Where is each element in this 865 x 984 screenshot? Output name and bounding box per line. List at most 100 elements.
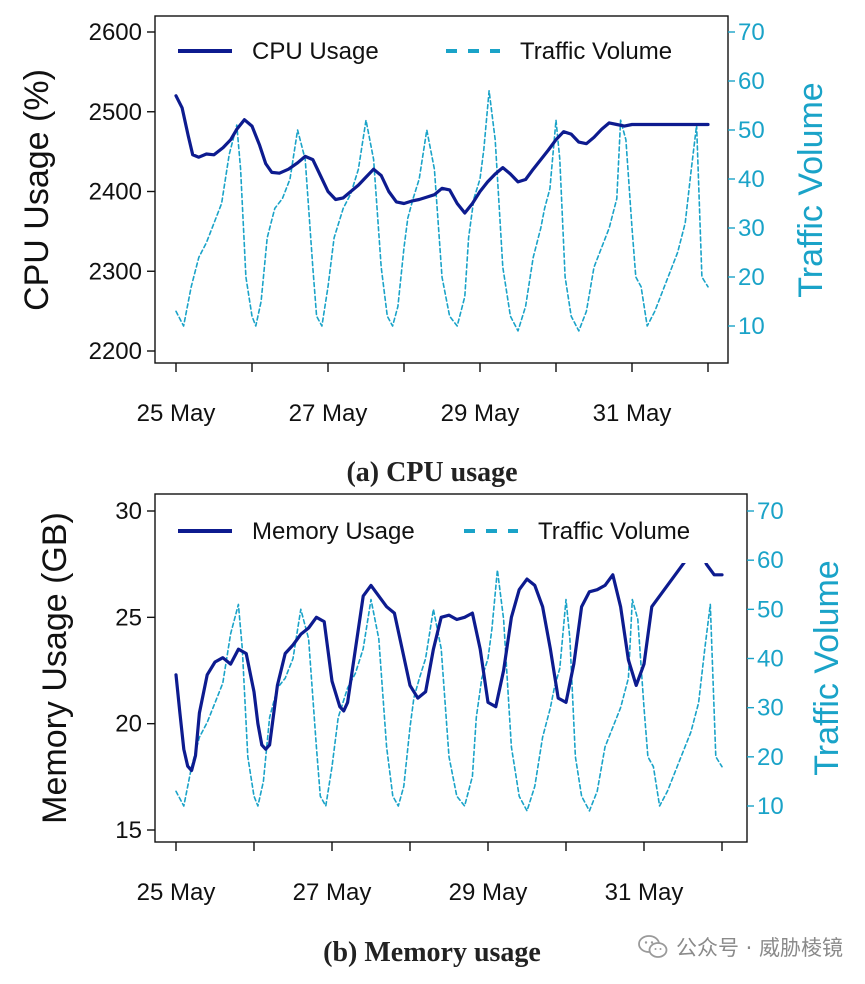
data-point-cpu-cpu-usage-70 [700, 124, 701, 125]
y-tick-label-cpu-2: 2400 [89, 179, 142, 206]
data-point-cpu-cpu-usage-28 [381, 175, 382, 176]
data-point-cpu-traffic-volume-52 [517, 330, 518, 331]
data-point-memory-traffic-volume-4 [207, 722, 208, 723]
data-point-memory-memory-usage-8 [214, 661, 215, 662]
data-point-memory-traffic-volume-35 [413, 697, 414, 698]
data-point-memory-traffic-volume-41 [456, 796, 457, 797]
data-point-memory-memory-usage-74 [706, 564, 707, 565]
data-point-cpu-cpu-usage-69 [692, 124, 693, 125]
data-point-memory-traffic-volume-69 [637, 619, 638, 620]
data-point-memory-traffic-volume-7 [230, 633, 231, 634]
data-point-memory-traffic-volume-10 [247, 756, 248, 757]
data-point-cpu-traffic-volume-14 [267, 237, 268, 238]
data-point-memory-traffic-volume-30 [386, 746, 387, 747]
data-point-memory-traffic-volume-47 [491, 628, 492, 629]
y-tick-label-memory-1: 20 [115, 711, 142, 738]
data-point-cpu-cpu-usage-37 [449, 189, 450, 190]
data-point-cpu-traffic-volume-24 [334, 237, 335, 238]
y-right-tick-label-memory-5: 60 [757, 547, 784, 574]
data-point-memory-traffic-volume-43 [472, 776, 473, 777]
data-point-memory-memory-usage-12 [246, 653, 247, 654]
data-point-cpu-traffic-volume-53 [525, 306, 526, 307]
data-point-memory-memory-usage-21 [300, 634, 301, 635]
data-point-memory-traffic-volume-58 [565, 599, 566, 600]
y-right-tick-label-cpu-1: 20 [738, 264, 765, 291]
data-point-memory-memory-usage-6 [199, 712, 200, 713]
legend-label-cpu-traffic: Traffic Volume [520, 38, 672, 65]
data-point-cpu-traffic-volume-3 [198, 257, 199, 258]
data-point-cpu-traffic-volume-7 [229, 154, 230, 155]
data-point-memory-traffic-volume-12 [257, 805, 258, 806]
data-point-memory-traffic-volume-63 [597, 791, 598, 792]
data-point-cpu-traffic-volume-70 [631, 227, 632, 228]
data-point-cpu-cpu-usage-9 [236, 129, 237, 130]
data-point-cpu-traffic-volume-19 [305, 159, 306, 160]
data-point-cpu-cpu-usage-57 [601, 129, 602, 130]
data-point-cpu-traffic-volume-78 [685, 223, 686, 224]
data-point-cpu-traffic-volume-15 [274, 208, 275, 209]
data-point-cpu-traffic-volume-58 [555, 120, 556, 121]
data-point-memory-traffic-volume-21 [320, 796, 321, 797]
data-point-cpu-cpu-usage-56 [593, 137, 594, 138]
data-point-memory-memory-usage-44 [472, 613, 473, 614]
data-point-memory-traffic-volume-76 [682, 751, 683, 752]
data-point-cpu-cpu-usage-59 [616, 124, 617, 125]
data-point-cpu-traffic-volume-57 [549, 188, 550, 189]
data-point-cpu-traffic-volume-49 [495, 139, 496, 140]
series-cpu [174, 90, 710, 332]
data-point-memory-traffic-volume-56 [554, 687, 555, 688]
data-point-memory-traffic-volume-53 [534, 786, 535, 787]
data-point-cpu-cpu-usage-15 [279, 173, 280, 174]
data-point-cpu-traffic-volume-37 [419, 178, 420, 179]
y-right-tick-label-cpu-5: 60 [738, 68, 765, 95]
data-point-cpu-cpu-usage-54 [578, 142, 579, 143]
x-tick-label-cpu-1: 27 May [289, 400, 368, 427]
data-point-cpu-cpu-usage-20 [320, 175, 321, 176]
series-memory [174, 541, 724, 812]
data-point-memory-memory-usage-27 [343, 710, 344, 711]
data-point-cpu-cpu-usage-1 [182, 107, 183, 108]
data-point-memory-memory-usage-17 [269, 744, 270, 745]
data-point-memory-traffic-volume-54 [542, 737, 543, 738]
data-point-memory-traffic-volume-64 [604, 746, 605, 747]
data-point-memory-memory-usage-36 [409, 685, 410, 686]
data-point-memory-traffic-volume-66 [620, 707, 621, 708]
x-tick-label-memory-1: 27 May [293, 879, 372, 906]
data-point-cpu-traffic-volume-21 [316, 316, 317, 317]
data-point-cpu-cpu-usage-65 [662, 124, 663, 125]
data-point-cpu-traffic-volume-79 [691, 169, 692, 170]
data-point-memory-memory-usage-55 [558, 698, 559, 699]
data-point-cpu-traffic-volume-62 [578, 330, 579, 331]
y-axis-label-right-memory: Traffic Volume [808, 560, 846, 775]
data-point-cpu-traffic-volume-56 [544, 208, 545, 209]
data-point-cpu-cpu-usage-4 [198, 157, 199, 158]
data-point-cpu-traffic-volume-33 [397, 306, 398, 307]
y-right-tick-label-memory-2: 30 [757, 695, 784, 722]
data-point-cpu-traffic-volume-40 [441, 276, 442, 277]
data-point-memory-traffic-volume-17 [292, 658, 293, 659]
data-point-memory-memory-usage-18 [277, 685, 278, 686]
data-point-memory-memory-usage-54 [550, 649, 551, 650]
data-point-memory-memory-usage-43 [464, 617, 465, 618]
data-point-memory-memory-usage-64 [628, 659, 629, 660]
x-tick-label-memory-3: 31 May [605, 879, 684, 906]
data-point-cpu-cpu-usage-68 [685, 124, 686, 125]
y-right-tick-label-cpu-0: 10 [738, 313, 765, 340]
y-right-tick-label-memory-1: 20 [757, 744, 784, 771]
data-point-memory-memory-usage-62 [612, 574, 613, 575]
data-point-memory-memory-usage-28 [347, 702, 348, 703]
data-point-cpu-traffic-volume-10 [245, 276, 246, 277]
data-point-memory-traffic-volume-61 [581, 796, 582, 797]
data-point-cpu-cpu-usage-16 [288, 169, 289, 170]
data-point-memory-traffic-volume-16 [285, 678, 286, 679]
data-point-cpu-traffic-volume-68 [620, 120, 621, 121]
data-point-cpu-traffic-volume-11 [251, 316, 252, 317]
data-point-cpu-traffic-volume-75 [662, 291, 663, 292]
data-point-cpu-traffic-volume-17 [289, 178, 290, 179]
data-point-cpu-traffic-volume-54 [533, 257, 534, 258]
data-point-cpu-cpu-usage-61 [631, 124, 632, 125]
data-point-cpu-cpu-usage-8 [230, 139, 231, 140]
data-point-memory-memory-usage-46 [487, 702, 488, 703]
data-point-memory-memory-usage-70 [675, 574, 676, 575]
watermark: 公众号 · 威胁棱镜 [638, 932, 843, 962]
